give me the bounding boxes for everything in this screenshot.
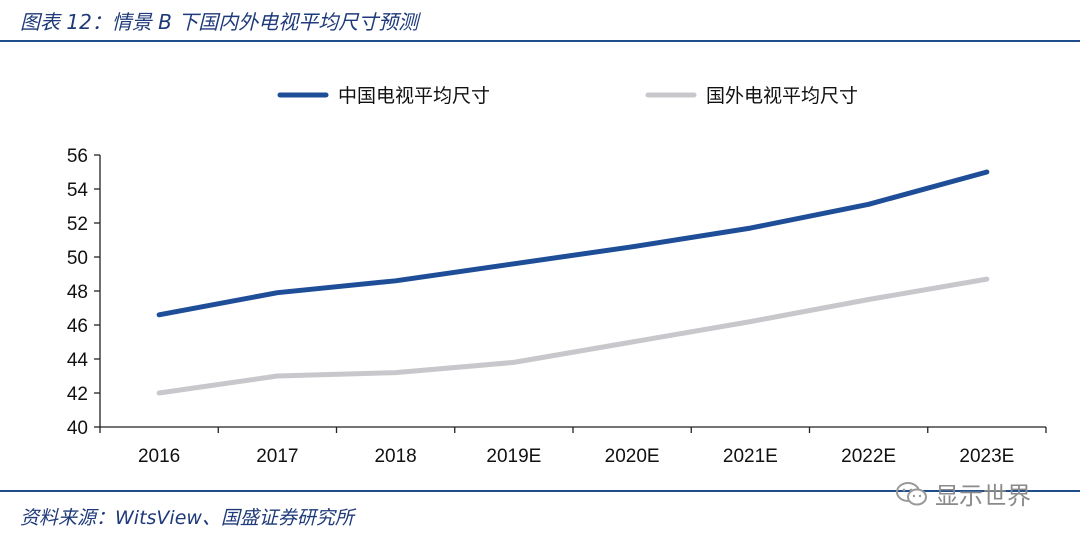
x-tick-label: 2022E (841, 446, 896, 467)
x-tick-label: 2021E (723, 446, 778, 467)
y-tick-label: 42 (67, 384, 88, 405)
y-tick-label: 56 (67, 146, 88, 167)
watermark-text: 显示世界 (935, 482, 1031, 510)
y-tick-label: 46 (67, 316, 88, 337)
legend: 中国电视平均尺寸 国外电视平均尺寸 (277, 85, 858, 107)
x-tick-label: 2018 (374, 446, 416, 467)
chart-title: 图表 12：情景 B 下国内外电视平均尺寸预测 (20, 10, 419, 34)
x-tick-label: 2019E (486, 446, 541, 467)
source-note: 资料来源：WitsView、国盛证券研究所 (20, 507, 354, 529)
series-line-0 (156, 169, 990, 318)
x-tick-label: 2020E (605, 446, 660, 467)
watermark: 显示世界 (895, 476, 1031, 511)
y-tick-label: 54 (67, 180, 89, 201)
series-line-1 (156, 276, 990, 396)
y-tick-label: 50 (67, 248, 88, 269)
legend-label-0: 中国电视平均尺寸 (338, 85, 490, 107)
y-tick-label: 48 (67, 282, 88, 303)
x-tick-label: 2017 (256, 446, 298, 467)
y-tick-label: 40 (67, 418, 88, 439)
series-layer (156, 169, 990, 396)
y-tick-label: 52 (67, 214, 88, 235)
x-tick-label: 2016 (138, 446, 180, 467)
y-tick-label: 44 (67, 350, 89, 371)
wechat-icon (896, 481, 927, 505)
header-divider (0, 40, 1080, 42)
axes-layer: 40 42 44 46 48 50 52 54 56 2016 2017 2018 2019E 2020E… (67, 146, 1047, 467)
legend-label-1: 国外电视平均尺寸 (706, 85, 858, 107)
footer-divider (0, 490, 1080, 492)
x-tick-label: 2023E (959, 446, 1014, 467)
